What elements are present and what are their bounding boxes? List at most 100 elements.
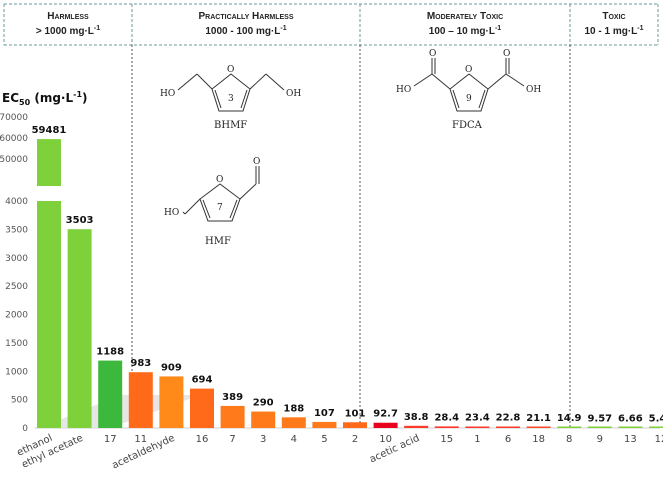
data-label: 23.4 — [465, 413, 490, 424]
bhmf-hydroxyl-right: OH — [286, 89, 301, 99]
fdca-structure: O O O HO OH 9 FDCA — [396, 49, 541, 131]
category-label: 13 — [624, 434, 637, 445]
category-label: 12 — [655, 434, 663, 445]
data-label: 1188 — [96, 347, 124, 358]
data-label: 983 — [130, 358, 151, 369]
molecule-name: FDCA — [452, 120, 483, 131]
data-label: 290 — [253, 398, 274, 409]
data-labels: 59481 3503 1188 983 909 694 389 290 188 107 101 92.… — [32, 125, 663, 425]
data-label: 21.1 — [526, 413, 551, 424]
bar — [190, 388, 214, 428]
toxicity-class-title: Toxic — [602, 11, 625, 22]
toxicity-class-title: Practically Harmless — [199, 11, 294, 22]
bar — [496, 426, 520, 428]
hmf-carbonyl-oxygen: O — [253, 157, 260, 167]
molecule-name: BHMF — [214, 120, 247, 131]
bar — [557, 426, 582, 428]
bhmf-hydroxyl-left: HO — [160, 89, 175, 99]
bhmf-oxygen-atom: O — [227, 65, 234, 75]
toxicity-class-title: Moderately Toxic — [427, 11, 503, 22]
hmf-hydroxyl: HO — [164, 208, 179, 218]
fdca-carbonyl-oxygen-left: O — [429, 49, 436, 59]
y-axis-title: EC50 (mg·L-1) — [2, 90, 88, 107]
data-label: 389 — [222, 392, 243, 403]
data-label: 107 — [314, 408, 335, 419]
bar — [587, 426, 612, 428]
data-label: 6.66 — [618, 414, 643, 425]
molecule-number: 7 — [217, 203, 223, 213]
toxicity-class-range: 100 – 10 mg·L-1 — [429, 25, 501, 37]
molecule-name: HMF — [205, 236, 231, 247]
bar — [67, 229, 92, 428]
toxicity-class-range: > 1000 mg·L-1 — [36, 25, 100, 37]
y-tick-label: 1000 — [5, 367, 28, 377]
category-label: 6 — [505, 434, 511, 445]
bar-upper-segment — [37, 139, 61, 186]
hmf-oxygen-atom: O — [216, 175, 223, 185]
fdca-hydroxyl-right: OH — [526, 85, 541, 95]
bar — [220, 405, 245, 428]
y-tick-label: 3500 — [5, 225, 28, 235]
data-label: 92.7 — [373, 409, 398, 420]
fdca-ring-oxygen: O — [465, 65, 472, 75]
bar — [618, 426, 643, 428]
category-label: acetic acid — [368, 433, 422, 466]
toxicity-class-title: Harmless — [47, 11, 89, 22]
bar — [37, 201, 61, 428]
y-tick-label: 1500 — [5, 339, 28, 349]
data-label: 101 — [345, 408, 366, 419]
category-label: 10 — [379, 434, 392, 445]
bar — [649, 426, 663, 428]
bar — [465, 426, 490, 428]
data-label: 694 — [192, 375, 213, 386]
category-label: 8 — [566, 434, 572, 445]
bar — [373, 422, 398, 428]
bhmf-structure: O HO OH 3 BHMF — [160, 65, 301, 131]
category-label: 16 — [196, 434, 209, 445]
toxicity-class-range: 10 - 1 mg·L-1 — [584, 25, 643, 37]
bar — [281, 417, 306, 428]
category-label: 5 — [321, 434, 327, 445]
data-label: 188 — [283, 403, 304, 414]
data-label: 14.9 — [557, 413, 582, 424]
data-label: 5.44 — [649, 414, 663, 425]
bar — [98, 360, 123, 428]
y-tick-label: 500 — [11, 396, 28, 406]
data-label: 9.57 — [587, 413, 612, 424]
fdca-carbonyl-oxygen-right: O — [503, 49, 510, 59]
data-label: 909 — [161, 362, 182, 373]
molecule-number: 3 — [228, 94, 234, 104]
data-label: 59481 — [32, 125, 67, 136]
bar — [251, 411, 276, 428]
y-tick-label: 2000 — [5, 311, 28, 321]
category-label: 18 — [532, 434, 545, 445]
bar — [159, 376, 184, 428]
bar — [343, 422, 367, 428]
data-label: 38.8 — [404, 412, 429, 423]
category-label: 15 — [440, 434, 453, 445]
category-label: 1 — [474, 434, 480, 445]
bar — [404, 425, 429, 428]
molecule-number: 9 — [466, 94, 472, 104]
category-label: 9 — [597, 434, 603, 445]
y-tick-label: 3000 — [5, 254, 28, 264]
bar — [526, 426, 551, 428]
category-label: 7 — [229, 434, 235, 445]
category-label: 2 — [352, 434, 358, 445]
category-label: 3 — [260, 434, 266, 445]
y-tick-label: 4000 — [5, 197, 28, 207]
data-label: 28.4 — [434, 412, 459, 423]
data-label: 3503 — [66, 215, 94, 226]
bar — [312, 421, 337, 428]
toxicity-class-headers: Harmless > 1000 mg·L-1 Practically Harmles… — [3, 3, 659, 428]
hmf-structure: O O HO 7 HMF — [164, 157, 260, 247]
y-tick-label: 60000 — [0, 134, 28, 144]
category-label: 17 — [104, 434, 117, 445]
y-tick-label: 0 — [22, 424, 28, 434]
category-label: 11 — [134, 434, 147, 445]
y-tick-label: 50000 — [0, 155, 28, 165]
toxicity-class-range: 1000 - 100 mg·L-1 — [205, 25, 286, 37]
data-label: 22.8 — [496, 413, 521, 424]
